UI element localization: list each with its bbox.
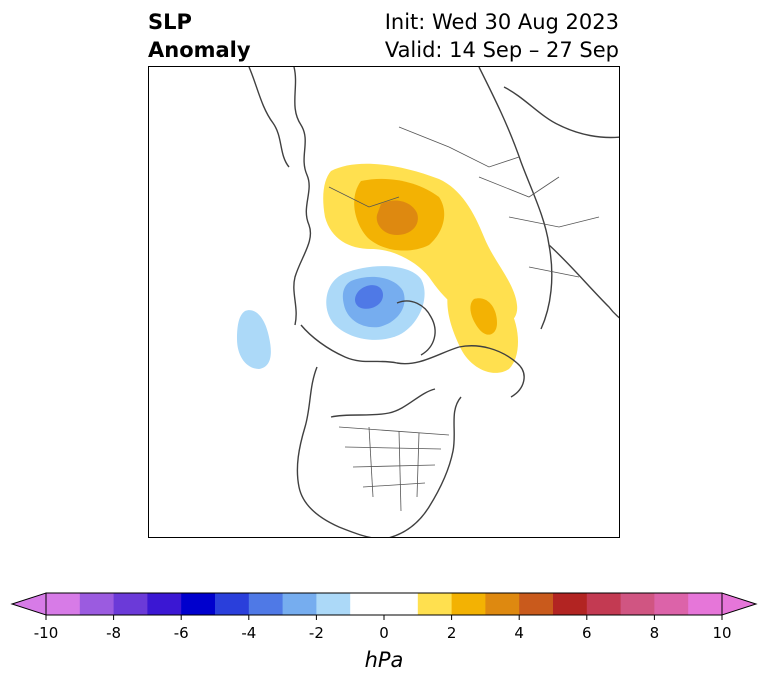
map-canvas — [237, 67, 619, 537]
positive-anomaly-northern-asia — [447, 283, 518, 373]
colorbar-bin — [451, 593, 486, 615]
colorbar-bin — [586, 593, 622, 615]
colorbar-bin — [485, 593, 520, 615]
colorbar-tick-label: 0 — [379, 624, 389, 642]
negative-anomaly-arctic — [326, 266, 425, 340]
colorbar-bin — [282, 593, 317, 615]
colorbar-tick-label: 8 — [650, 624, 660, 642]
colorbar-bin — [350, 593, 385, 615]
colorbar-bin — [79, 593, 115, 615]
colorbar-bin — [688, 593, 723, 615]
colorbar: -10 -8 -6 -4 -2 0 2 4 6 8 10 — [10, 592, 758, 642]
colorbar-bin — [113, 593, 148, 615]
colorbar-tick-label: 10 — [712, 624, 731, 642]
valid-range: Valid: 14 Sep – 27 Sep — [384, 38, 619, 62]
colorbar-tick-label: 4 — [514, 624, 524, 642]
colorbar-tick-label: -10 — [34, 624, 59, 642]
anomaly-contour-neg3hpa — [355, 285, 383, 309]
colorbar-tick-label: -8 — [106, 624, 121, 642]
coastlines — [248, 67, 619, 537]
map-title: SLP Anomaly — [148, 8, 251, 64]
colorbar-bin — [654, 593, 689, 615]
colorbar-bin — [181, 593, 216, 615]
anomaly-contour-3hpa — [376, 200, 418, 235]
colorbar-ticks: -10 -8 -6 -4 -2 0 2 4 6 8 10 — [34, 615, 732, 642]
colorbar-bins — [46, 593, 723, 615]
country-borders — [328, 126, 600, 512]
colorbar-bin — [46, 593, 81, 615]
title-line-1: SLP — [148, 10, 192, 34]
anomaly-contour-neg1hpa — [237, 310, 271, 369]
colorbar-bin — [519, 593, 554, 615]
colorbar-extend-max — [721, 592, 758, 616]
map-panel — [148, 66, 620, 538]
colorbar-tick-label: -6 — [174, 624, 189, 642]
colorbar-bin — [553, 593, 588, 615]
valid-period: Init: Wed 30 Aug 2023 Valid: 14 Sep – 27… — [385, 8, 619, 64]
anomaly-contour-2hpa — [470, 298, 497, 335]
colorbar-tick-label: -2 — [309, 624, 324, 642]
colorbar-tick-label: 6 — [582, 624, 592, 642]
colorbar-unit-label: hPa — [364, 648, 404, 672]
colorbar-bin — [620, 593, 655, 615]
colorbar-bin — [384, 593, 419, 615]
colorbar-extend-min — [10, 592, 47, 616]
colorbar-bin — [417, 593, 453, 615]
negative-anomaly-north-pacific — [237, 310, 271, 369]
colorbar-bin — [248, 593, 284, 615]
colorbar-bin — [215, 593, 250, 615]
title-line-2: Anomaly — [148, 38, 251, 62]
colorbar-tick-label: -4 — [241, 624, 256, 642]
init-date: Init: Wed 30 Aug 2023 — [384, 10, 619, 34]
colorbar-bin — [147, 593, 182, 615]
colorbar-tick-label: 2 — [447, 624, 457, 642]
colorbar-bin — [316, 593, 351, 615]
